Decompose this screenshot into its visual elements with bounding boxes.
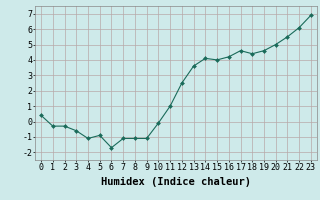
X-axis label: Humidex (Indice chaleur): Humidex (Indice chaleur) xyxy=(101,177,251,187)
